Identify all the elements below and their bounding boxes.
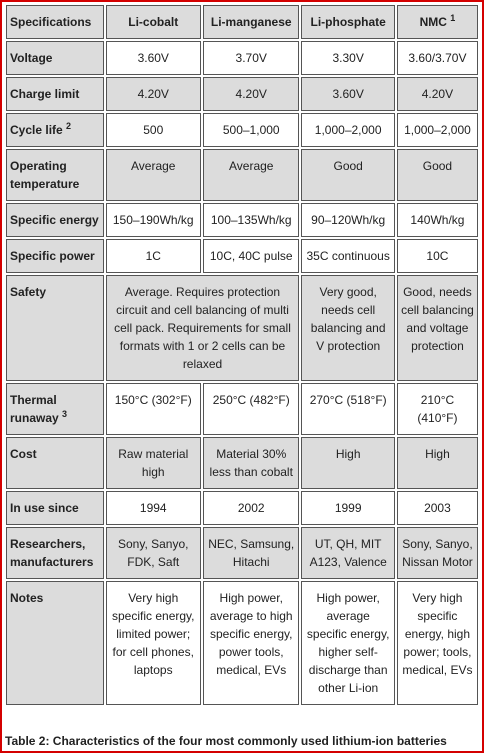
table-cell: Average. Requires protection circuit and… (105, 275, 300, 381)
table-cell: 35C continuous (301, 239, 395, 273)
table-cell: UT, QH, MIT A123, Valence (301, 527, 395, 579)
table-row: Specific power 1C 10C, 40C pulse 35C contin… (6, 239, 478, 273)
table-cell: 4.20V (202, 77, 300, 111)
table-cell: 500–1,000 (202, 113, 300, 147)
row-label: Voltage (6, 41, 104, 75)
label-text: In use since (10, 501, 79, 515)
row-label: Charge limit (6, 77, 104, 111)
table-cell: 3.70V (202, 41, 300, 75)
table-cell: Material 30% less than cobalt (202, 437, 300, 489)
row-label: Operating temperature (6, 149, 104, 201)
footnote-mark: 3 (62, 409, 68, 419)
table-row: Safety Average. Requires protection circu… (6, 275, 478, 381)
row-label: In use since (6, 491, 104, 525)
table-row: Thermal runaway 3 150°C (302°F) 250°C (482… (6, 383, 478, 435)
label-text: Safety (10, 285, 47, 299)
row-label: Cycle life 2 (6, 113, 104, 147)
table-cell: Sony, Sanyo, Nissan Motor (396, 527, 478, 579)
table-cell: High power, average specific energy, hig… (301, 581, 395, 705)
table-cell: Very good, needs cell balancing and V pr… (301, 275, 395, 381)
label-text: Charge limit (10, 87, 80, 101)
table-cell: 1C (105, 239, 201, 273)
table-cell: 1994 (105, 491, 201, 525)
table-cell: Average (105, 149, 201, 201)
table-cell: 4.20V (105, 77, 201, 111)
table-cell: 2003 (396, 491, 478, 525)
table-cell: Good (396, 149, 478, 201)
row-label: Safety (6, 275, 104, 381)
table-row: Notes Very high specific energy, limited … (6, 581, 478, 705)
label-text: Specific energy (10, 213, 99, 227)
label-text: Voltage (10, 51, 53, 65)
row-label: Notes (6, 581, 104, 705)
header-row: Specifications Li-cobalt Li-manganese Li-ph… (6, 5, 478, 39)
caption: Table 2: Characteristics of the four mos… (5, 734, 447, 748)
table-row: Specific energy 150–190Wh/kg 100–135Wh/kg 9… (6, 203, 478, 237)
table-cell: 90–120Wh/kg (301, 203, 395, 237)
table-row: Researchers, manufacturers Sony, Sanyo, F… (6, 527, 478, 579)
row-label: Researchers, manufacturers (6, 527, 104, 579)
table-cell: High power, average to high specific ene… (202, 581, 300, 705)
table-cell: 150°C (302°F) (105, 383, 201, 435)
table-cell: Very high specific energy, limited power… (105, 581, 201, 705)
table-row: Voltage 3.60V 3.70V 3.30V 3.60/3.70V (6, 41, 478, 75)
table-cell: 210°C (410°F) (396, 383, 478, 435)
table-row: Operating temperature Average Average Good G… (6, 149, 478, 201)
header-cell: Li-cobalt (105, 5, 201, 39)
table-cell: High (396, 437, 478, 489)
header-cell: Specifications (6, 5, 104, 39)
table-cell: 3.60/3.70V (396, 41, 478, 75)
table-cell: NEC, Samsung, Hitachi (202, 527, 300, 579)
table-cell: 2002 (202, 491, 300, 525)
row-label: Thermal runaway 3 (6, 383, 104, 435)
header-cell: NMC 1 (396, 5, 478, 39)
label-text: Operating temperature (10, 159, 80, 191)
table-row: Charge limit 4.20V 4.20V 3.60V 4.20V (6, 77, 478, 111)
table-row: Cycle life 2 500 500–1,000 1,000–2,000 1,000… (6, 113, 478, 147)
label-text: Notes (10, 591, 44, 605)
table-cell: Raw material high (105, 437, 201, 489)
table-cell: 1,000–2,000 (301, 113, 395, 147)
spec-table: Specifications Li-cobalt Li-manganese Li-ph… (4, 3, 480, 707)
table-cell: 140Wh/kg (396, 203, 478, 237)
table-cell: 270°C (518°F) (301, 383, 395, 435)
table-cell: 10C, 40C pulse (202, 239, 300, 273)
table-cell: 250°C (482°F) (202, 383, 300, 435)
table-cell: 3.60V (105, 41, 201, 75)
table-cell: 4.20V (396, 77, 478, 111)
table-cell: 1,000–2,000 (396, 113, 478, 147)
table-cell: 500 (105, 113, 201, 147)
table-cell: High (301, 437, 395, 489)
table-row: In use since 1994 2002 1999 2003 (6, 491, 478, 525)
table-cell: Good, needs cell balancing and voltage p… (396, 275, 478, 381)
table-cell: 3.30V (301, 41, 395, 75)
header-cell: Li-phosphate (301, 5, 395, 39)
row-label: Specific power (6, 239, 104, 273)
label-text: Cost (10, 447, 37, 461)
label-text: Researchers, manufacturers (10, 537, 94, 569)
row-label: Cost (6, 437, 104, 489)
header-text: NMC (419, 15, 447, 29)
table-cell: Sony, Sanyo, FDK, Saft (105, 527, 201, 579)
label-text: Specific power (10, 249, 95, 263)
table-cell: Average (202, 149, 300, 201)
footnote-mark: 1 (450, 13, 456, 23)
table-row: Cost Raw material high Material 30% less t… (6, 437, 478, 489)
label-text: Cycle life (10, 123, 63, 137)
row-label: Specific energy (6, 203, 104, 237)
table-cell: Very high specific energy, high power; t… (396, 581, 478, 705)
label-text: Thermal runaway (10, 393, 59, 425)
table-cell: Good (301, 149, 395, 201)
table-cell: 3.60V (301, 77, 395, 111)
table-cell: 150–190Wh/kg (105, 203, 201, 237)
table-cell: 100–135Wh/kg (202, 203, 300, 237)
footnote-mark: 2 (66, 121, 72, 131)
header-cell: Li-manganese (202, 5, 300, 39)
table-cell: 1999 (301, 491, 395, 525)
table-cell: 10C (396, 239, 478, 273)
